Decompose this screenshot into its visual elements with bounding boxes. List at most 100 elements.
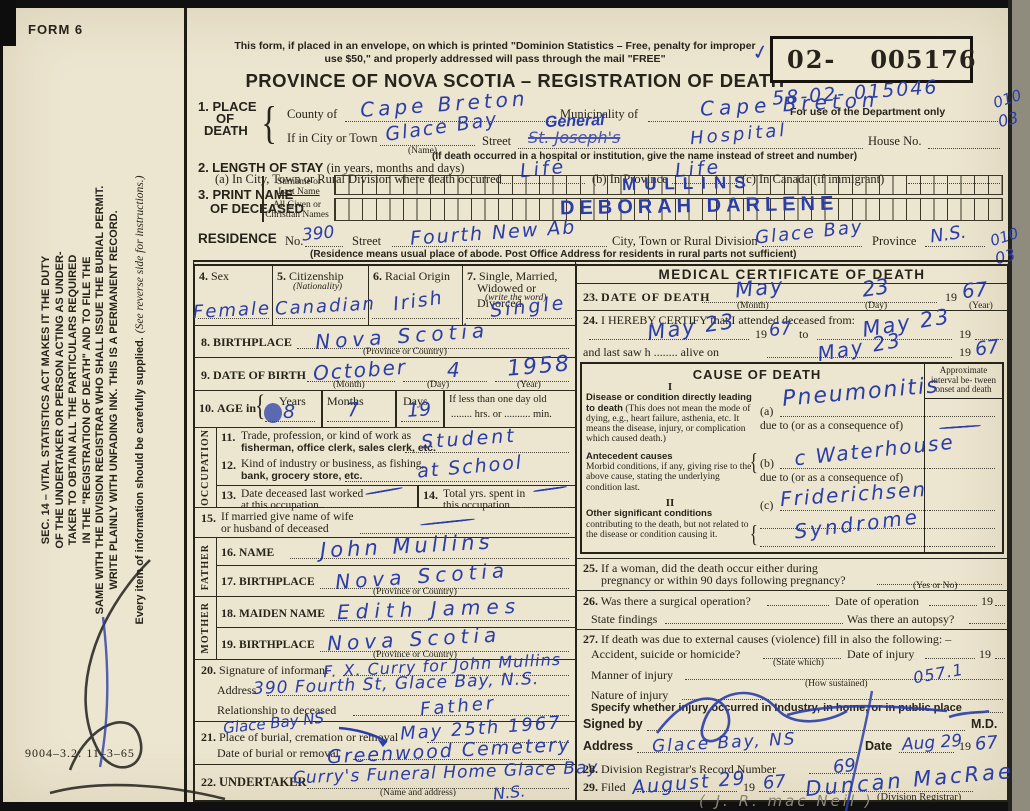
- birth-year-value: 1958: [506, 351, 572, 382]
- city-label: If in City or Town: [287, 131, 378, 145]
- county-label: County of: [287, 107, 338, 121]
- department-caption: For use of the Department only: [790, 106, 946, 118]
- mother-strip-label: MOTHER: [200, 602, 211, 654]
- form-number: FORM 6: [28, 22, 84, 37]
- certify-row: 24. I HEREBY CERTIFY that I attended dec…: [577, 304, 1007, 366]
- physician-signed-block: Signed by M.D. Address Glace Bay, NS Dat…: [577, 690, 1007, 811]
- row-birthplace: 8. BIRTHPLACE (Province or Country) Nova…: [195, 318, 575, 358]
- pen-scribble: [49, 559, 226, 801]
- total-years-dash: [533, 485, 567, 493]
- sex-cell: 4. Sex: [195, 266, 273, 325]
- citizenship-cell: 5. Citizenship (Nationality): [273, 266, 369, 325]
- residence-street-label: Street: [352, 234, 382, 248]
- birth-day-value: 4: [447, 358, 460, 382]
- age-months-value: 7: [345, 398, 361, 422]
- field1-label: 1. PLACE OF DEATH: [198, 99, 257, 138]
- signed-date-value: Aug 29: [901, 730, 963, 756]
- residence-no-label: No.: [285, 234, 304, 248]
- last-worked-dash: [365, 486, 403, 496]
- field2-label: 2. LENGTH OF STAY (in years, months and …: [198, 160, 465, 175]
- age-years-value: 8: [283, 401, 296, 423]
- given-names-value: DEBORAH DARLENE: [559, 192, 839, 220]
- registration-number: 005176: [870, 45, 977, 74]
- death-day-value: 23: [860, 274, 891, 302]
- street-corrected-value: General: [544, 111, 605, 132]
- cause-of-death-box: Approximate interval be- tween onset and…: [580, 362, 1004, 554]
- interval-column: Approximate interval be- tween onset and…: [924, 364, 1002, 552]
- personal-particulars-column: 4. Sex 5. Citizenship (Nationality) 6. R…: [192, 260, 599, 804]
- scan-corner-mark: [0, 0, 16, 46]
- undertaker-value2: N.S.: [492, 781, 527, 804]
- municipality-label: Municipality of: [560, 107, 639, 121]
- surname-value: MULLINS: [621, 172, 754, 195]
- interval-label: Approximate interval be- tween onset and…: [925, 364, 1002, 399]
- pencil-name-note: ( J. R. mac Neil ): [699, 792, 874, 810]
- undertaker-block: 22. UNDERTAKER (Name and address) Curry'…: [201, 757, 599, 804]
- page-title: PROVINCE OF NOVA SCOTIA – REGISTRATION O…: [245, 70, 785, 91]
- row-sex-citizenship: 4. Sex 5. Citizenship (Nationality) 6. R…: [192, 266, 575, 326]
- date-of-death-row: 23. DATE OF DEATH (Month) (Day) 19 (Year…: [577, 273, 1007, 311]
- surname-sublabel: Surname or Last Name: [276, 177, 322, 197]
- hospital-note: (If death occurred in a hospital or inst…: [432, 151, 858, 162]
- father-block: FATHER 16. NAME John Mullins 17. BIRTHPL…: [195, 529, 575, 597]
- mother-block: MOTHER 18. MAIDEN NAME Edith James 19. B…: [195, 594, 575, 660]
- residence-note: (Residence means usual place of abode. P…: [310, 249, 797, 260]
- brace-ii: {: [749, 522, 758, 548]
- field3-label: 3. PRINT NAME OF DECEASED: [198, 187, 304, 216]
- icd-code-value: 057.1: [911, 659, 966, 688]
- brace-b: {: [749, 450, 758, 476]
- residence-no-value: 390: [301, 222, 336, 246]
- house-no-label: House No.: [868, 134, 922, 148]
- residence-province-label: Province: [872, 234, 917, 248]
- last-seen-year: 67: [973, 335, 1001, 361]
- scan-edge: [1012, 0, 1030, 811]
- cause-descriptions: I Disease or condition directly leading …: [586, 381, 752, 540]
- birthplace-sub: (Province or Country): [363, 347, 447, 357]
- death-year-value: 67: [960, 276, 989, 304]
- cause-title: CAUSE OF DEATH: [692, 367, 822, 382]
- registration-number-prefix: 02-: [787, 45, 837, 74]
- residence-city-label: City, Town or Rural Division: [612, 234, 758, 248]
- signed-year-value: 67: [974, 732, 999, 755]
- medical-certificate-column: MEDICAL CERTIFICATE OF DEATH 23. DATE OF…: [575, 260, 1015, 811]
- paper-background: [3, 8, 1009, 802]
- street-struck-value: St. Joseph's: [528, 128, 621, 147]
- row-age: 10. AGE in { Years Months Days If less t…: [195, 389, 575, 428]
- ink-blot: [264, 403, 282, 423]
- residence-label: RESIDENCE: [198, 231, 277, 246]
- burial-block: 21. Place of burial, cremation or remova…: [195, 709, 575, 768]
- industry-value: at School: [416, 451, 524, 483]
- brace: {: [261, 97, 277, 148]
- city-name-sub: (Name): [408, 146, 438, 156]
- medical-certificate-title: MEDICAL CERTIFICATE OF DEATH: [658, 267, 926, 282]
- spouse-dash: [420, 518, 475, 526]
- attended-from-year: 67: [767, 317, 793, 342]
- interval-dash: [938, 424, 982, 430]
- external-causes-row: 27. If death was due to external causes …: [577, 629, 1007, 714]
- racial-origin-cell: 6. Racial Origin: [369, 266, 463, 325]
- death-month-value: May: [733, 273, 786, 303]
- mail-note-line1: This form, if placed in an envelope, on …: [234, 40, 756, 52]
- marital-status-cell: 7. Single, Married, Widowed or Divorced …: [463, 266, 575, 325]
- mail-note-line2: use $50," and properly addressed will pa…: [324, 53, 666, 65]
- record-number-row: 28. Division Registrar's Record Number 6…: [577, 755, 1007, 778]
- arrow-mark: [338, 726, 388, 747]
- sex-value: Female: [192, 297, 272, 324]
- division-registrar-sub: (Division Registrar): [877, 792, 962, 803]
- informant-block: 20. Signature of informant F. X. Curry f…: [195, 650, 575, 722]
- filed-row: 29. Filed August 29 19 67 Duncan MacRae …: [583, 758, 1015, 810]
- given-names-letter-grid: [334, 198, 1003, 221]
- pregnancy-row: 25. If a woman, did the death occur eith…: [577, 558, 1007, 591]
- field3-divider: [262, 176, 264, 222]
- print-code: 9004–3.2: 11–3–65: [25, 746, 135, 760]
- sidebar-reverse-note: (See reverse side for instructions.): [134, 175, 146, 334]
- sidebar-divider: [184, 8, 187, 802]
- occupation-value: Student: [420, 424, 518, 454]
- registration-number-box: 02- 005176: [770, 36, 977, 83]
- occupation-strip-label: OCCUPATION: [200, 429, 211, 506]
- age-days-value: 19: [406, 398, 432, 422]
- row-date-of-birth: 9. DATE OF BIRTH (Month) (Day) (Year) Oc…: [195, 351, 575, 391]
- operation-row: 26. Was there a surgical operation? Date…: [577, 590, 1007, 630]
- occupation-block: OCCUPATION 11. Trade, profession, or kin…: [195, 424, 575, 511]
